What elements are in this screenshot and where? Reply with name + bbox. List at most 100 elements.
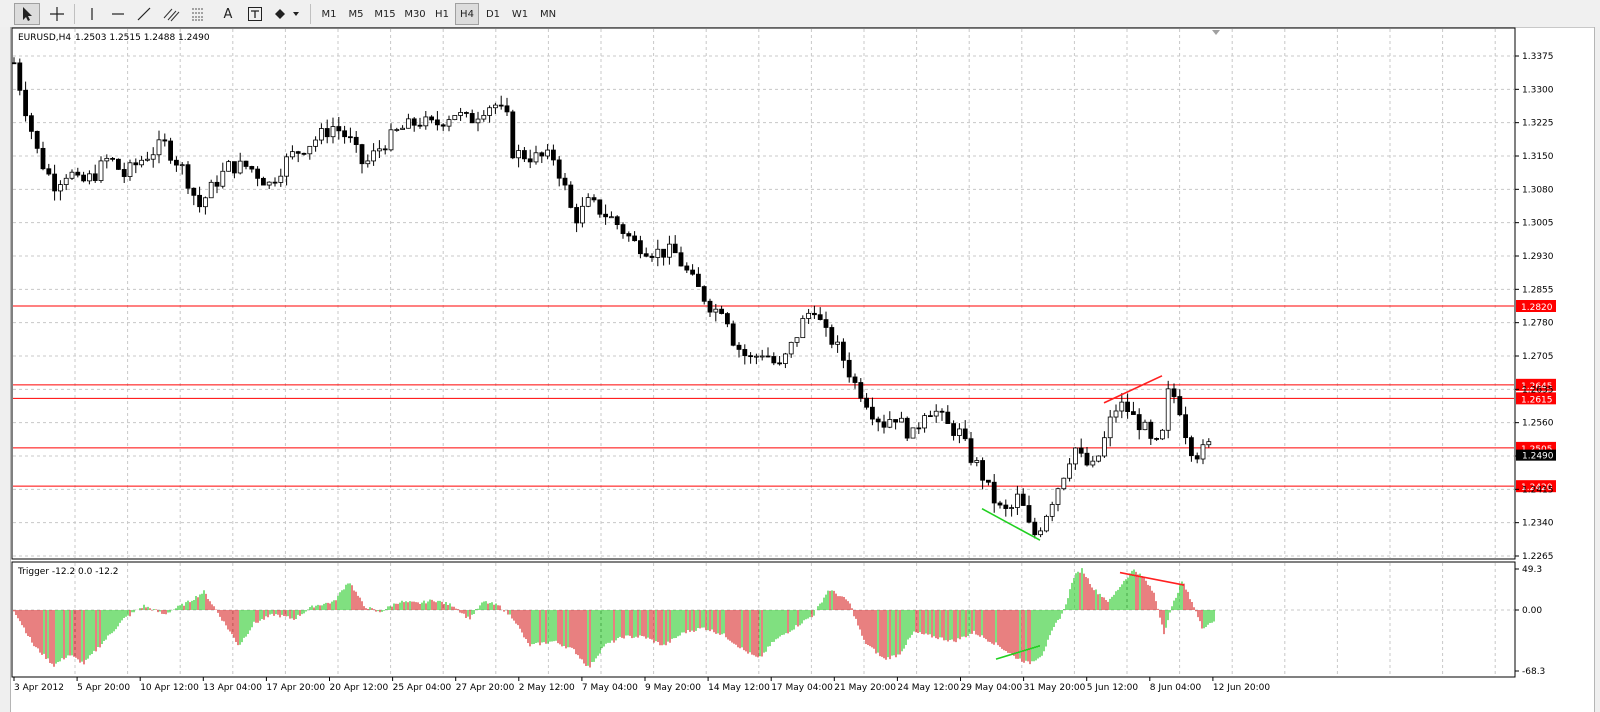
current-price-tag (1516, 449, 1556, 461)
candle-body (185, 164, 191, 189)
horizontal-line-button[interactable] (106, 3, 130, 25)
candle-body (806, 312, 811, 319)
price-pane[interactable] (11, 27, 1516, 560)
trendlines[interactable] (981, 375, 1185, 660)
candle-body (788, 341, 794, 355)
candle-body (1200, 444, 1206, 460)
candle-body (40, 147, 46, 170)
candle-body (516, 150, 521, 159)
price-tick-label: 1.3080 (1522, 185, 1554, 195)
cursor-arrow-button[interactable] (14, 3, 40, 25)
candle-body (568, 184, 574, 208)
timeframe-mn-button[interactable]: MN (539, 8, 557, 20)
candle-body (382, 148, 388, 151)
candle-body (672, 243, 678, 254)
timeframe-m30-button[interactable]: M30 (404, 8, 426, 20)
candle-body (991, 481, 997, 504)
candle-body (139, 159, 145, 166)
symbol-label: EURUSD,H4 (18, 33, 71, 43)
current-price-label: 1.2490 (1522, 452, 1554, 462)
candle-body (28, 115, 34, 132)
oscillator-histogram (13, 568, 1215, 668)
timeframe-m1-button[interactable]: M1 (321, 8, 337, 20)
shift-marker-icon[interactable] (1212, 30, 1220, 35)
candle-body (1032, 521, 1038, 536)
candle-body (1009, 507, 1014, 509)
candle-body (783, 353, 788, 364)
green-divergence-trendline[interactable] (995, 644, 1041, 660)
candle-body (910, 427, 916, 439)
candle-body (1003, 504, 1009, 509)
timeframe-m15-button[interactable]: M15 (374, 8, 396, 20)
candle-body (945, 411, 951, 424)
price-tick-label: 1.2265 (1522, 552, 1554, 562)
time-tick-label: 3 Apr 2012 (14, 683, 64, 693)
fibonacci-button[interactable] (186, 3, 212, 25)
candle-body (1171, 388, 1177, 397)
price-tick-label: 1.2855 (1522, 285, 1554, 295)
candle-body (260, 177, 266, 186)
candle-body (980, 460, 985, 481)
green-divergence-trendline[interactable] (981, 507, 1041, 541)
ohlc-values: 1.2503 1.2515 1.2488 1.2490 (75, 33, 210, 43)
arrows-dropdown-button[interactable] (270, 3, 304, 25)
timeframe-h4-button[interactable]: H4 (455, 3, 479, 25)
candle-body (17, 62, 23, 91)
candle-body (463, 112, 469, 114)
candle-body (423, 116, 429, 127)
candle-body (237, 160, 243, 174)
candle-body (191, 187, 197, 196)
candle-body (986, 479, 991, 483)
candle-body (371, 150, 377, 162)
level-tag (1516, 300, 1556, 312)
candle-body (928, 415, 933, 418)
candle-body (487, 107, 493, 116)
red-divergence-trendline[interactable] (1119, 571, 1185, 586)
candle-body (829, 327, 835, 345)
trendline-button[interactable] (132, 3, 156, 25)
price-tick-label: 1.2705 (1522, 352, 1554, 362)
timeframe-d1-button[interactable]: D1 (485, 8, 501, 20)
candle-body (962, 428, 968, 440)
candle-body (1206, 441, 1212, 446)
text-label-button[interactable] (242, 3, 268, 25)
time-tick-label: 31 May 20:00 (1024, 683, 1086, 693)
candle-body (458, 112, 464, 116)
text-tool-button[interactable]: A (216, 3, 240, 25)
level-tag (1516, 392, 1556, 405)
candle-body (353, 136, 359, 145)
candle-body (556, 159, 562, 179)
timeframe-m5-button[interactable]: M5 (348, 8, 364, 20)
candle-body (481, 115, 487, 120)
candle-body (1107, 416, 1113, 439)
time-tick-label: 10 Apr 12:00 (140, 683, 199, 693)
price-tick-label: 1.2930 (1522, 252, 1554, 262)
time-tick-label: 2 May 12:00 (519, 683, 575, 693)
candle-body (1078, 447, 1084, 454)
candle-body (69, 171, 75, 179)
candle-body (336, 126, 342, 132)
candle-body (1015, 493, 1020, 508)
candle-body (1142, 421, 1148, 431)
red-divergence-trendline[interactable] (1103, 375, 1163, 404)
candle-body (202, 197, 208, 208)
price-tick-label: 1.3225 (1522, 119, 1554, 129)
candle-body (777, 362, 782, 365)
crosshair-icon (50, 7, 64, 21)
candle-body (933, 410, 939, 417)
timeframe-w1-button[interactable]: W1 (511, 8, 529, 20)
time-tick-label: 13 Apr 04:00 (203, 683, 262, 693)
equidistant-channel-button[interactable] (158, 3, 184, 25)
candle-body (725, 313, 730, 325)
candle-body (765, 355, 771, 358)
arrow-cursor-icon (23, 7, 32, 21)
crosshair-button[interactable] (44, 3, 70, 25)
candle-body (1049, 504, 1055, 517)
timeframe-h1-button[interactable]: H1 (435, 8, 449, 20)
channel-icon (163, 8, 180, 22)
candle-body (1165, 388, 1171, 431)
candle-body (510, 111, 516, 159)
vertical-line-button[interactable] (80, 3, 104, 25)
